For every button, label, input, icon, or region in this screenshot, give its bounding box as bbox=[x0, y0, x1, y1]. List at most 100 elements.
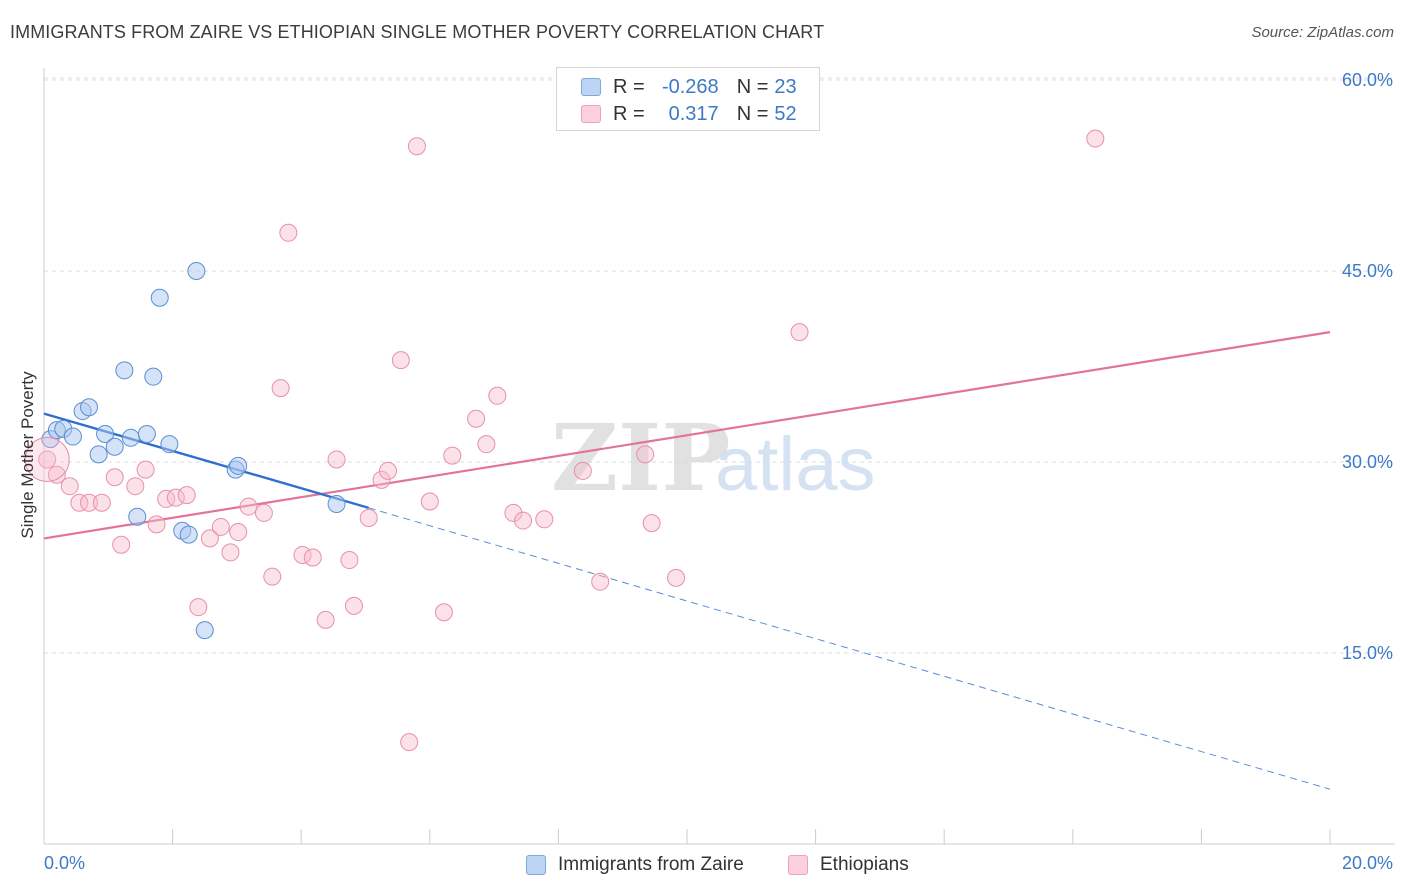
ethiopians-point bbox=[147, 515, 166, 534]
legend-n-label: N = bbox=[736, 75, 769, 98]
stats-legend: R = -0.268 N = 23 R = 0.317 N = 52 bbox=[556, 67, 820, 131]
ethiopians-point bbox=[229, 523, 248, 542]
watermark: ZIP atlas bbox=[551, 404, 876, 512]
y-tick-label: 45.0% bbox=[1342, 261, 1393, 281]
ethiopians-point bbox=[105, 468, 124, 487]
bottom-legend-swatch-pink bbox=[788, 855, 808, 875]
zaire-point bbox=[128, 507, 147, 526]
ethiopians-point bbox=[189, 598, 208, 617]
zaire-trend-extension bbox=[368, 507, 1331, 790]
ethiopians-point bbox=[92, 493, 111, 512]
ethiopians-point bbox=[112, 535, 131, 554]
legend-n-label: N = bbox=[736, 102, 769, 125]
legend-r-value: -0.268 bbox=[661, 75, 719, 98]
ethiopians-point bbox=[166, 488, 185, 507]
ethiopians-point bbox=[80, 493, 99, 512]
ethiopians-point bbox=[372, 470, 391, 489]
watermark-atlas: atlas bbox=[715, 422, 876, 507]
ethiopians-point bbox=[70, 493, 89, 512]
ethiopians-point bbox=[126, 477, 145, 496]
points-layer bbox=[24, 129, 1105, 752]
zaire-point bbox=[80, 398, 99, 417]
ethiopians-point bbox=[177, 486, 196, 505]
ethiopians-point bbox=[316, 610, 335, 629]
ethiopians-point bbox=[488, 386, 507, 405]
legend-n-value: 23 bbox=[774, 75, 797, 98]
ethiopians-point bbox=[157, 489, 176, 508]
ethiopians-point bbox=[239, 497, 258, 516]
watermark-zip: ZIP bbox=[551, 404, 730, 512]
ethiopians-point bbox=[420, 492, 439, 511]
legend-swatch-blue bbox=[581, 78, 601, 96]
x-tick-label: 0.0% bbox=[44, 853, 85, 873]
grid-layer bbox=[44, 77, 1395, 654]
ethiopians-point bbox=[254, 503, 273, 522]
ethiopians-point bbox=[407, 137, 426, 156]
ethiopians-point bbox=[263, 567, 282, 586]
zaire-point bbox=[96, 424, 115, 443]
ethiopians-point bbox=[467, 409, 486, 428]
ethiopians-point bbox=[340, 551, 359, 570]
ethiopians-point bbox=[1086, 129, 1105, 148]
ethiopians-point bbox=[514, 511, 533, 530]
chart-title: IMMIGRANTS FROM ZAIRE VS ETHIOPIAN SINGL… bbox=[10, 22, 825, 42]
ethiopians-point bbox=[271, 379, 290, 398]
y-tick-label: 60.0% bbox=[1342, 70, 1393, 90]
ethiopians-point bbox=[591, 572, 610, 591]
zaire-point bbox=[115, 361, 134, 380]
legend-r-label: R = bbox=[613, 102, 645, 125]
zaire-point bbox=[105, 437, 124, 456]
zaire-point bbox=[89, 445, 108, 464]
zaire-point bbox=[160, 435, 179, 454]
trend-layer bbox=[43, 331, 1331, 790]
ethiopians-point bbox=[636, 445, 655, 464]
zaire-point bbox=[179, 525, 198, 544]
legend-r-value: 0.317 bbox=[668, 102, 719, 125]
ethiopians-point bbox=[535, 510, 554, 529]
zaire-point bbox=[187, 262, 206, 280]
axes-layer bbox=[43, 68, 1395, 845]
legend-row-ethiopians: R = 0.317 N = 52 bbox=[581, 101, 797, 127]
zaire-point bbox=[150, 288, 169, 307]
ethiopians-point bbox=[279, 223, 298, 242]
ethiopians-point bbox=[221, 543, 240, 562]
ethiopians-point bbox=[790, 323, 809, 342]
y-tick-label: 15.0% bbox=[1342, 643, 1393, 663]
ethiopians-point bbox=[211, 517, 230, 536]
y-tick-label: 30.0% bbox=[1342, 452, 1393, 472]
ethiopians-point bbox=[359, 509, 378, 528]
ethiopians-point bbox=[573, 461, 592, 480]
legend-r-label: R = bbox=[613, 75, 645, 98]
ethiopians-point bbox=[504, 503, 523, 522]
ethiopians-point bbox=[400, 733, 419, 752]
x-tick-label: 20.0% bbox=[1342, 853, 1393, 873]
ethiopians-point bbox=[47, 465, 66, 484]
zaire-point bbox=[137, 424, 156, 443]
bottom-legend-zaire: Immigrants from Zaire bbox=[526, 852, 744, 878]
ethiopians-point bbox=[391, 351, 410, 370]
ethiopians-trend-line bbox=[43, 331, 1331, 540]
ethiopians-point bbox=[667, 568, 686, 587]
legend-row-zaire: R = -0.268 N = 23 bbox=[581, 74, 797, 100]
zaire-point bbox=[195, 621, 214, 640]
bottom-legend-swatch-blue bbox=[526, 855, 546, 875]
ethiopians-point-large bbox=[24, 436, 70, 482]
legend-swatch-pink bbox=[581, 105, 601, 123]
bottom-legend-label-ethiopians: Ethiopians bbox=[820, 854, 909, 875]
bottom-legend-ethiopians: Ethiopians bbox=[788, 852, 909, 878]
zaire-point bbox=[327, 495, 346, 514]
ethiopians-point bbox=[344, 596, 363, 615]
ethiopians-point bbox=[136, 460, 155, 479]
ethiopians-point bbox=[327, 450, 346, 469]
source-label: Source: ZipAtlas.com bbox=[1251, 24, 1394, 41]
y-axis-label: Single Mother Poverty bbox=[18, 371, 37, 539]
ethiopians-point bbox=[642, 514, 661, 533]
zaire-point bbox=[229, 456, 248, 475]
tick-layer: 15.0% 30.0% 45.0% 60.0% 0.0% 20.0% bbox=[44, 70, 1393, 873]
ethiopians-point bbox=[443, 446, 462, 465]
ethiopians-point bbox=[434, 603, 453, 622]
ethiopians-point bbox=[200, 529, 219, 548]
legend-n-value: 52 bbox=[774, 102, 797, 125]
bottom-legend-label-zaire: Immigrants from Zaire bbox=[558, 854, 744, 875]
